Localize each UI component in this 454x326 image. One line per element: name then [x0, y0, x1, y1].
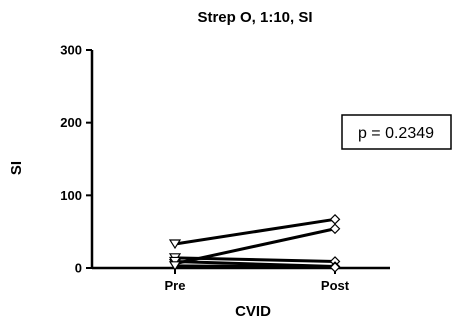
marker-post-1 — [329, 213, 341, 225]
marker-pre-5 — [168, 261, 182, 271]
annotation-text: p = 0.2349 — [358, 125, 434, 142]
annotation-box — [341, 114, 452, 150]
x-axis: Pre Post — [92, 266, 390, 293]
y-tick-label: 100 — [60, 188, 82, 203]
y-tick-label: 200 — [60, 115, 82, 130]
series-line-5 — [173, 264, 337, 269]
markers — [168, 213, 341, 273]
x-tick-label: Post — [321, 278, 350, 293]
chart-title: Strep O, 1:10, SI — [197, 9, 312, 26]
y-axis: 0 100 200 300 — [60, 43, 94, 276]
series-line-3 — [173, 256, 337, 263]
y-tick-label: 0 — [75, 261, 82, 276]
series-line-1 — [173, 217, 337, 246]
x-axis-title: CVID — [235, 303, 271, 320]
x-tick-label: Pre — [165, 278, 186, 293]
p-value-annotation: p = 0.2349 — [341, 114, 452, 150]
marker-post-2 — [329, 223, 341, 235]
marker-post-5 — [329, 261, 341, 273]
y-tick-label: 300 — [60, 43, 82, 58]
y-axis-title: SI — [8, 161, 25, 175]
series-lines — [173, 217, 337, 269]
marker-pre-1 — [168, 239, 182, 250]
